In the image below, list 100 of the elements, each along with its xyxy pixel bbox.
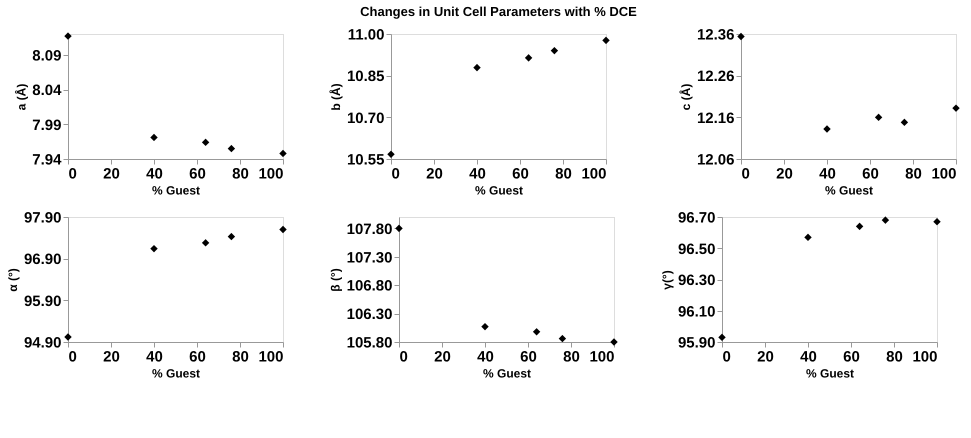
y-tick-label: 96.50: [678, 240, 716, 258]
y-tick-label: 7.99: [32, 116, 62, 134]
point: [202, 239, 210, 247]
y-tick-label: 105.80: [346, 334, 392, 352]
y-tick-label: 96.30: [678, 272, 716, 289]
y-tick-label: 96.10: [678, 303, 716, 320]
x-tick-label: 40: [146, 166, 163, 182]
y-tick-label: 94.90: [24, 334, 62, 352]
x-tick-label: 20: [434, 348, 451, 366]
point: [804, 234, 812, 242]
point: [202, 138, 210, 146]
point: [882, 216, 890, 224]
x-tick-label: 100: [589, 348, 614, 366]
y-tick-label: 97.90: [24, 210, 62, 226]
y-axis-title: γ(°): [660, 270, 674, 290]
x-tick-label: 20: [103, 166, 120, 182]
x-tick-label: 100: [258, 348, 284, 366]
y-tick-label: 12.16: [696, 110, 734, 127]
x-axis-title: % Guest: [474, 184, 524, 198]
y-tick-label: 11.00: [348, 26, 384, 44]
point: [481, 322, 489, 330]
point: [279, 150, 287, 158]
point: [524, 54, 532, 62]
x-tick-label: 80: [232, 348, 249, 366]
x-tick-label: 80: [232, 166, 249, 182]
point: [395, 224, 403, 232]
point: [532, 328, 540, 336]
x-tick-label: 0: [400, 348, 408, 366]
point: [823, 125, 831, 133]
point: [856, 222, 864, 230]
point: [279, 226, 287, 234]
y-tick-label: 106.80: [346, 278, 392, 295]
y-tick-label: 12.26: [696, 68, 734, 86]
y-tick-label: 107.30: [346, 249, 392, 266]
y-tick-label: 95.90: [24, 292, 62, 310]
x-tick-label: 60: [520, 348, 537, 366]
y-tick-label: 8.09: [32, 47, 62, 64]
point: [900, 118, 908, 126]
x-tick-label: 60: [189, 348, 206, 366]
x-tick-label: 80: [886, 348, 903, 366]
x-tick-label: 100: [931, 166, 956, 182]
x-tick-label: 20: [426, 166, 443, 182]
y-axis-title: β (°): [328, 268, 343, 292]
x-tick-label: 60: [189, 166, 206, 182]
x-tick-label: 20: [757, 348, 774, 366]
x-tick-label: 40: [800, 348, 817, 366]
point: [228, 144, 236, 152]
x-tick-label: 100: [912, 348, 938, 366]
point: [952, 104, 960, 112]
y-tick-label: 8.04: [32, 82, 62, 100]
point: [473, 64, 481, 72]
point: [933, 218, 941, 226]
y-tick-label: 106.30: [346, 306, 392, 324]
point: [64, 32, 72, 40]
x-axis-title: % Guest: [152, 184, 200, 198]
x-tick-label: 100: [581, 166, 606, 182]
x-tick-label: 80: [563, 348, 580, 366]
point: [150, 244, 158, 252]
y-tick-label: 12.06: [696, 152, 734, 168]
point: [550, 46, 558, 54]
y-tick-label: 7.94: [32, 152, 62, 168]
x-tick-label: 60: [512, 166, 529, 182]
y-axis-title: c (Å): [678, 84, 693, 110]
point: [228, 232, 236, 240]
x-tick-label: 20: [776, 166, 793, 182]
x-tick-label: 0: [68, 348, 77, 366]
y-axis-title: α (°): [6, 268, 20, 292]
point: [602, 36, 610, 44]
x-axis-title: % Guest: [482, 366, 532, 380]
x-tick-label: 60: [843, 348, 860, 366]
chart-title: Changes in Unit Cell Parameters with % DCE: [360, 4, 638, 19]
y-tick-label: 96.70: [678, 210, 716, 226]
point: [874, 114, 882, 122]
x-tick-label: 0: [68, 166, 77, 182]
y-tick-label: 96.90: [24, 251, 62, 268]
x-axis-title: % Guest: [152, 366, 200, 380]
y-tick-label: 10.55: [346, 152, 384, 168]
point: [558, 334, 566, 342]
y-tick-label: 10.70: [346, 110, 384, 127]
x-tick-label: 80: [905, 166, 922, 182]
y-tick-label: 107.80: [346, 220, 392, 238]
point: [150, 134, 158, 142]
x-tick-label: 20: [103, 348, 120, 366]
x-tick-label: 80: [555, 166, 572, 182]
x-tick-label: 40: [477, 348, 494, 366]
x-tick-label: 40: [469, 166, 486, 182]
y-tick-label: 10.85: [346, 68, 384, 86]
x-tick-label: 0: [392, 166, 400, 182]
x-axis-title: % Guest: [806, 366, 854, 380]
x-tick-label: 100: [258, 166, 284, 182]
x-tick-label: 0: [742, 166, 750, 182]
y-axis-title: b (Å): [328, 83, 343, 111]
y-tick-label: 95.90: [678, 334, 716, 352]
x-axis-title: % Guest: [824, 184, 874, 198]
x-tick-label: 60: [862, 166, 879, 182]
y-axis-title: a (Å): [14, 84, 28, 110]
y-tick-label: 12.36: [696, 26, 734, 44]
x-tick-label: 40: [819, 166, 836, 182]
x-tick-label: 40: [146, 348, 163, 366]
x-tick-label: 0: [722, 348, 731, 366]
